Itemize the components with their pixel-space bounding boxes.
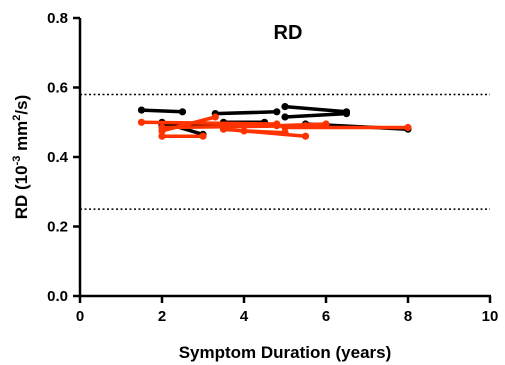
series-10 — [158, 132, 207, 140]
reference-lines — [80, 93, 490, 210]
series-0-point-1 — [178, 108, 187, 116]
y-tick-label-1: 0.2 — [47, 219, 68, 236]
y-axis-label-prefix: RD (10 — [12, 165, 31, 219]
series-5-point-0 — [281, 103, 289, 111]
series-0-point-0 — [137, 106, 146, 114]
series-6 — [281, 110, 351, 121]
series-10-point-0 — [158, 132, 166, 140]
x-tick-label-4: 8 — [404, 308, 412, 325]
y-axis-label-sup1: -3 — [11, 156, 23, 166]
series-group — [137, 103, 412, 140]
y-ticks: 0.0 0.2 0.4 0.6 0.8 — [47, 10, 80, 305]
x-ticks: 0 2 4 6 8 10 — [76, 296, 499, 325]
series-12-point-1 — [301, 132, 310, 140]
series-13 — [240, 127, 289, 137]
series-13-line — [242, 129, 287, 135]
series-0-line — [139, 108, 185, 114]
series-11-point-0 — [158, 123, 166, 132]
series-15-line — [275, 122, 328, 128]
series-8-point-0 — [137, 118, 146, 126]
series-13-point-1 — [281, 129, 289, 137]
y-tick-label-2: 0.4 — [47, 149, 69, 166]
series-3 — [211, 108, 281, 118]
y-tick-label-3: 0.6 — [47, 80, 68, 97]
series-13-point-0 — [240, 127, 248, 135]
series-15-point-1 — [322, 120, 330, 128]
y-tick-label-4: 0.8 — [47, 10, 68, 27]
y-axis-label-suffix: /s) — [12, 95, 31, 115]
y-axis-label-middle: mm — [12, 121, 31, 156]
series-8-line — [139, 120, 279, 126]
series-15 — [273, 120, 330, 130]
series-5-line — [283, 104, 349, 114]
x-tick-label-1: 2 — [158, 308, 166, 325]
series-0 — [137, 106, 187, 116]
series-15-point-0 — [273, 122, 281, 130]
y-axis-label-sup2: 2 — [11, 115, 23, 121]
series-9-point-1 — [211, 113, 219, 121]
y-axis-label: RD (10-3 mm2/s) — [11, 95, 31, 220]
x-axis-label: Symptom Duration (years) — [179, 343, 392, 362]
y-tick-label-0: 0.0 — [47, 288, 68, 305]
series-10-point-1 — [199, 132, 207, 140]
series-6-point-0 — [281, 113, 289, 121]
series-3-point-1 — [273, 108, 281, 116]
x-tick-label-3: 6 — [322, 308, 330, 325]
series-14-point-1 — [404, 123, 412, 132]
series-3-line — [213, 110, 279, 116]
x-tick-label-2: 4 — [240, 308, 249, 325]
x-tick-label-0: 0 — [76, 308, 84, 325]
series-6-line — [283, 111, 349, 119]
series-12-point-0 — [219, 125, 228, 133]
series-6-point-1 — [342, 110, 351, 118]
chart-title: RD — [274, 22, 303, 44]
x-tick-label-5: 10 — [482, 308, 499, 325]
